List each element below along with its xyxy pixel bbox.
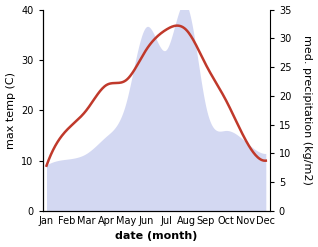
X-axis label: date (month): date (month)	[115, 231, 197, 242]
Y-axis label: med. precipitation (kg/m2): med. precipitation (kg/m2)	[302, 35, 313, 185]
Y-axis label: max temp (C): max temp (C)	[5, 72, 16, 149]
